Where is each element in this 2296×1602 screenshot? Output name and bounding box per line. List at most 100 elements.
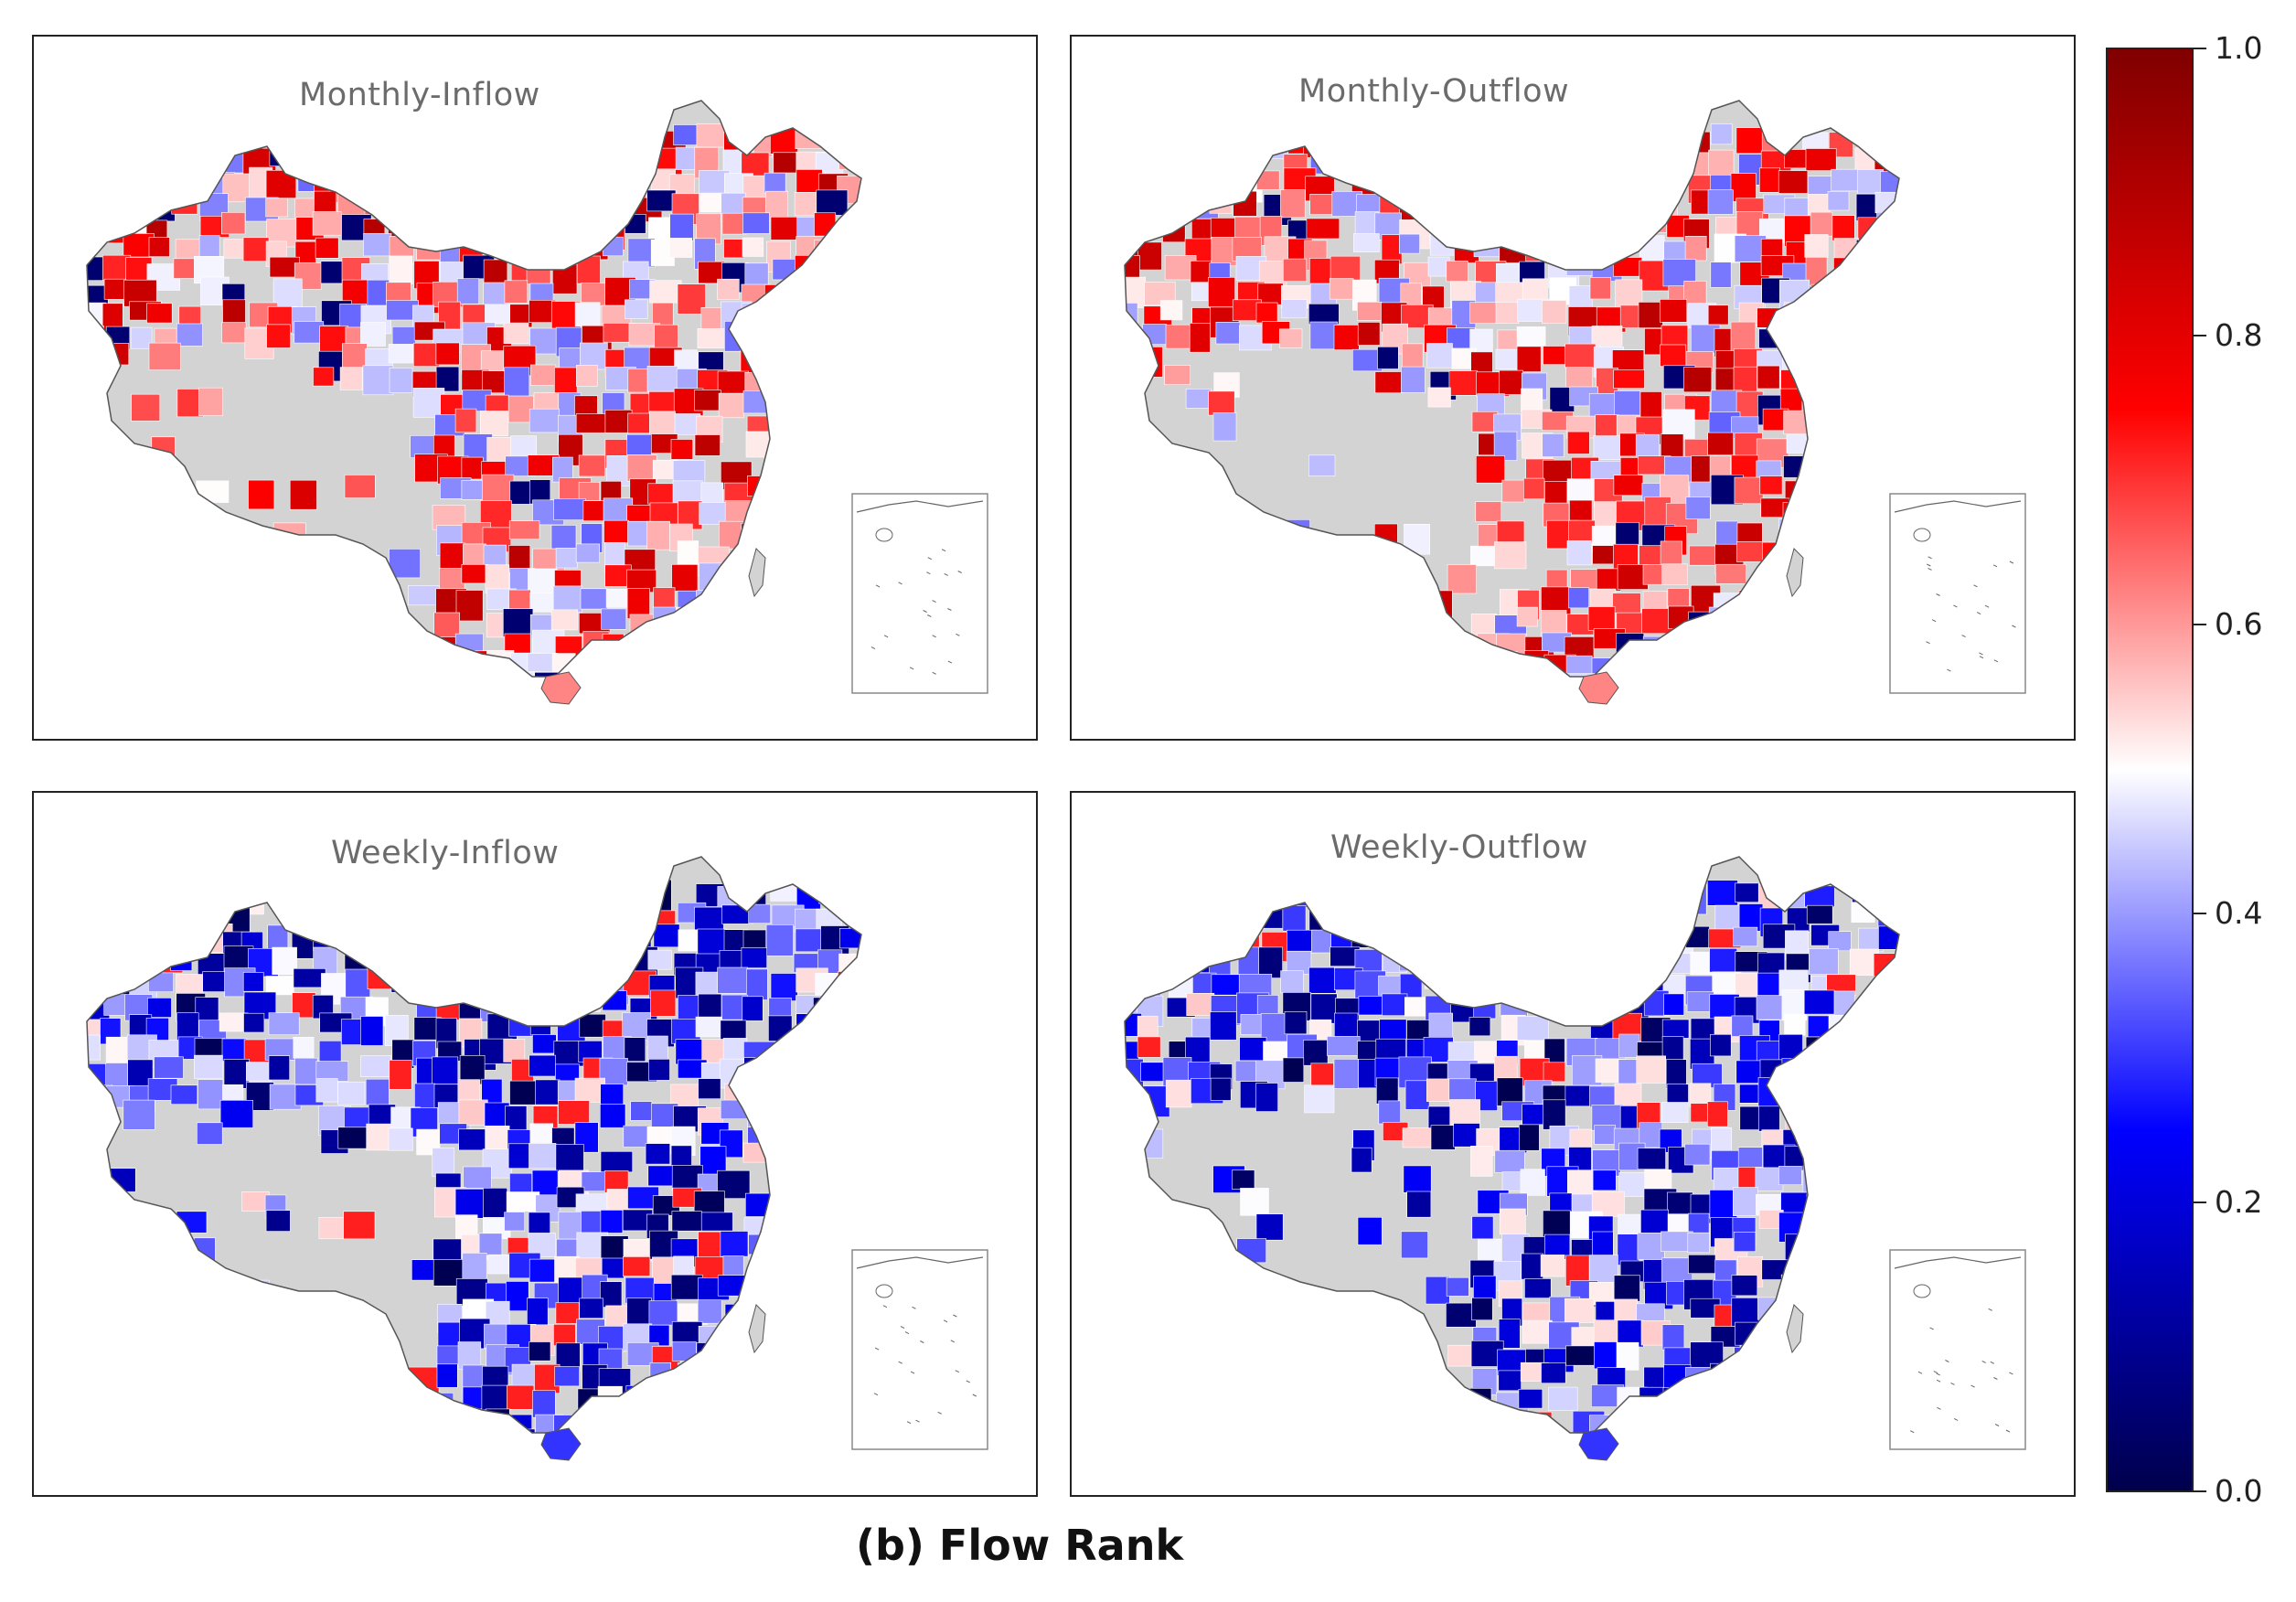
region-cell <box>1612 197 1641 217</box>
region-cell <box>176 1211 208 1234</box>
region-cell <box>866 1019 897 1050</box>
taiwan-island <box>748 548 766 598</box>
region-cell <box>670 439 694 460</box>
region-cell <box>1882 305 1899 329</box>
region-cell <box>721 587 749 619</box>
region-cell <box>1904 344 1925 364</box>
region-cell <box>291 879 322 899</box>
region-cell <box>1383 1391 1415 1418</box>
region-cell <box>147 998 172 1018</box>
region-cell <box>485 169 518 198</box>
region-cell <box>107 196 128 224</box>
region-cell <box>289 479 317 510</box>
region-cell <box>1661 563 1688 585</box>
region-cell <box>221 212 246 235</box>
region-cell <box>1402 1127 1436 1148</box>
region-cell <box>1663 905 1685 929</box>
region-cell <box>1856 673 1883 677</box>
region-cell <box>294 1057 318 1085</box>
region-cell <box>87 343 103 370</box>
region-cell <box>605 672 628 677</box>
region-cell <box>1594 501 1618 527</box>
region-cell <box>388 344 414 364</box>
region-cell <box>241 1191 270 1212</box>
region-cell <box>795 299 819 328</box>
region-cell <box>1734 235 1767 262</box>
region-cell <box>843 1019 861 1049</box>
region-cell <box>554 1366 580 1387</box>
region-cell <box>1858 391 1882 415</box>
region-cell <box>1810 568 1839 593</box>
region-cell <box>436 904 459 926</box>
region-cell <box>288 145 322 177</box>
region-cell <box>598 191 630 214</box>
region-cell <box>1282 1057 1305 1083</box>
region-cell <box>573 947 608 967</box>
region-cell <box>1426 343 1453 368</box>
region-cell <box>741 614 773 645</box>
region-cell <box>1665 1450 1689 1474</box>
region-cell <box>1522 952 1551 979</box>
region-cell <box>243 1012 265 1033</box>
region-cell <box>717 1275 746 1297</box>
region-cell <box>1208 390 1235 416</box>
region-cell <box>1166 124 1199 152</box>
region-cell <box>146 127 175 149</box>
region-cell <box>1828 931 1852 952</box>
region-cell <box>107 540 140 561</box>
region-cell <box>770 1054 796 1075</box>
region-cell <box>1164 365 1191 385</box>
region-cell <box>1161 881 1196 907</box>
region-cell <box>129 1318 152 1341</box>
region-cell <box>1256 170 1280 190</box>
region-cell <box>1825 475 1858 497</box>
region-cell <box>1730 454 1759 479</box>
colorbar-tick-mark <box>2194 1490 2206 1492</box>
region-cell <box>677 540 699 566</box>
region-cell <box>844 129 861 161</box>
region-cell <box>838 953 861 977</box>
region-cell <box>293 547 324 570</box>
region-cell <box>652 1256 676 1284</box>
region-cell <box>1125 904 1144 930</box>
region-cell <box>1351 1147 1372 1173</box>
region-cell <box>1163 1277 1196 1304</box>
region-cell <box>745 675 775 677</box>
region-cell <box>793 546 818 570</box>
region-cell <box>87 974 106 999</box>
region-cell <box>1763 1319 1788 1352</box>
region-cell <box>1834 1305 1860 1329</box>
region-cell <box>1516 1016 1549 1041</box>
region-cell <box>1169 174 1202 201</box>
region-cell <box>292 654 315 677</box>
region-cell <box>599 656 628 677</box>
region-cell <box>436 1363 458 1388</box>
region-cell <box>555 547 578 569</box>
region-cell <box>129 479 158 503</box>
region-cell <box>462 196 490 217</box>
region-cell <box>246 1062 272 1082</box>
region-cell <box>1898 1151 1899 1178</box>
region-cell <box>629 392 653 416</box>
region-cell <box>1805 1300 1830 1322</box>
region-cell <box>194 611 223 642</box>
region-cell <box>1618 702 1650 729</box>
region-cell <box>841 236 861 266</box>
region-cell <box>177 924 209 945</box>
region-cell <box>1854 1319 1878 1340</box>
region-cell <box>1398 888 1432 919</box>
region-cell <box>149 902 170 933</box>
colorbar-tick-mark <box>2194 624 2206 625</box>
region-cell <box>1476 168 1504 201</box>
region-cell <box>820 590 849 615</box>
region-cell <box>482 193 516 217</box>
region-cell <box>485 678 508 701</box>
region-cell <box>1328 125 1356 151</box>
region-cell <box>1661 1414 1688 1433</box>
region-cell <box>866 417 892 448</box>
region-cell <box>817 1150 846 1176</box>
region-cell <box>462 1253 487 1280</box>
region-cell <box>600 1210 624 1234</box>
region-cell <box>313 1346 337 1372</box>
region-cell <box>1807 1015 1831 1038</box>
